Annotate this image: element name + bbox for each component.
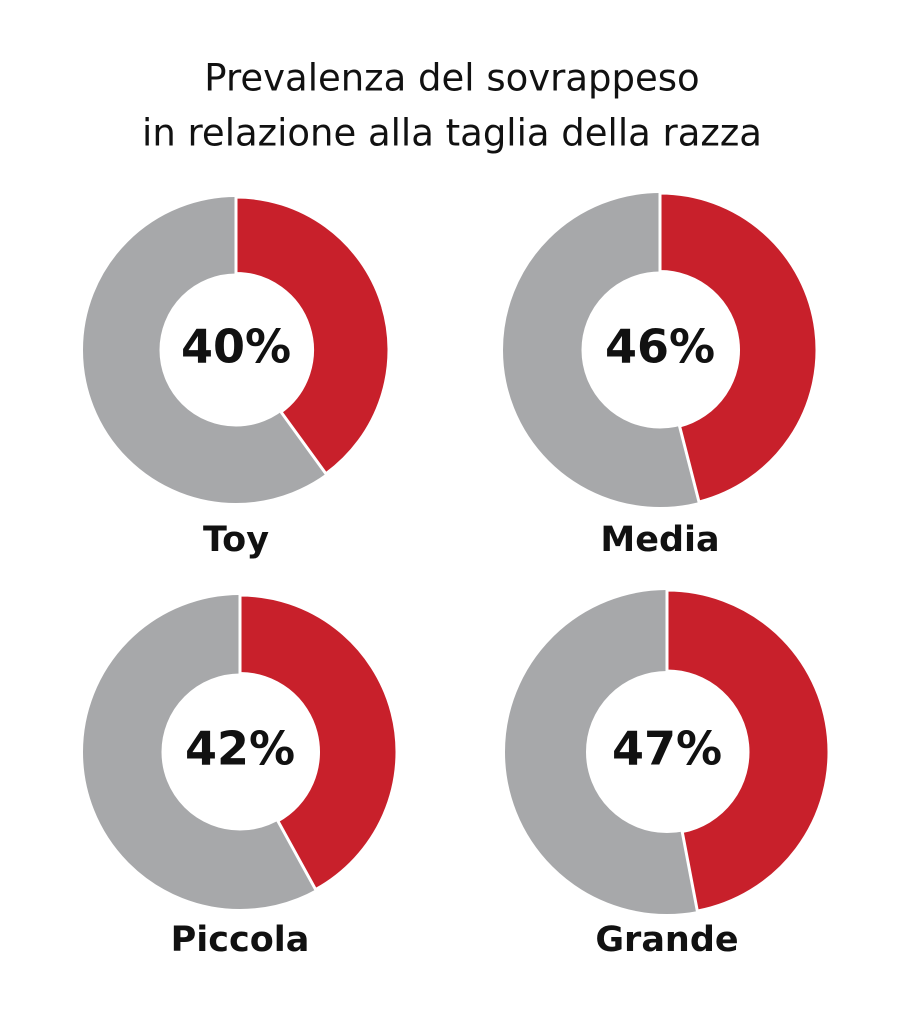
donut-segment	[658, 191, 819, 504]
category-label: Grande	[595, 920, 738, 960]
value-label: 42%	[185, 722, 295, 776]
donut-segment	[665, 588, 831, 913]
category-label: Piccola	[171, 920, 310, 960]
value-label: 40%	[181, 320, 291, 374]
category-label: Toy	[203, 520, 269, 560]
value-label: 47%	[612, 722, 722, 776]
value-label: 46%	[605, 320, 715, 374]
title-line: Prevalenza del sovrappeso	[204, 57, 699, 100]
donut-segment	[238, 593, 399, 892]
donut-segment	[234, 195, 391, 476]
title-line: in relazione alla taglia della razza	[142, 112, 762, 155]
category-label: Media	[600, 520, 719, 560]
